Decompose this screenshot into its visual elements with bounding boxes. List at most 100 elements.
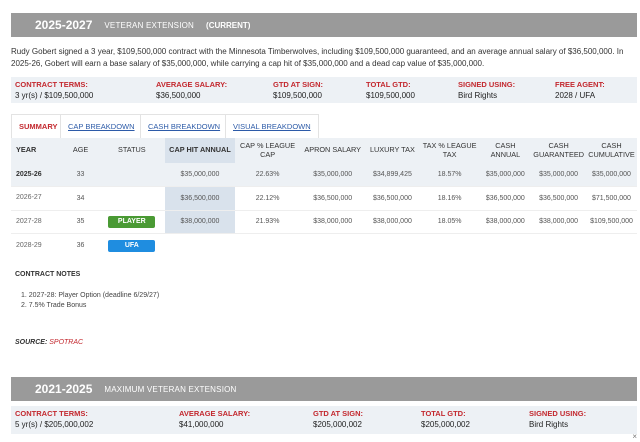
contract-years: 2021-2025 [35,382,93,396]
table-row: 2027-28 35 PLAYER $38,000,000 21.93% $38… [11,210,637,234]
contract-type: MAXIMUM VETERAN EXTENSION [104,384,237,394]
table-row: 2028-29 36 UFA [11,234,637,258]
term-label: GTD AT SIGN: [313,409,363,418]
contract-notes-title: CONTRACT NOTES [15,271,81,278]
contract-notes-list: 1. 2027-28: Player Option (deadline 6/29… [21,291,159,311]
cell-tax-pct: 18.57% [419,163,480,187]
col-header-apron: APRON SALARY [300,138,366,163]
source-link[interactable]: SPOTRAC [49,339,84,346]
term-label: TOTAL GTD: [366,80,411,89]
contract-header: 2025-2027 VETERAN EXTENSION (CURRENT) [11,13,637,37]
term-average-salary: AVERAGE SALARY: $36,500,000 [156,80,227,101]
term-contract: CONTRACT TERMS: 3 yr(s) / $109,500,000 [15,80,93,101]
cell-cash-annual: $35,000,000 [479,163,532,187]
col-header-cash-cumulative: CASH CUMULATIVE [585,138,637,163]
term-contract: CONTRACT TERMS: 5 yr(s) / $205,000,002 [15,409,93,430]
term-signed-using: SIGNED USING: Bird Rights [458,80,515,101]
cell-tax-pct: 18.05% [419,210,480,234]
cell-status [98,163,166,187]
cell-status: UFA [98,234,165,258]
term-value: 2028 / UFA [555,91,596,100]
cell-cash-gtd: $38,000,000 [531,210,586,234]
contract-description: Rudy Gobert signed a 3 year, $109,500,00… [11,47,624,68]
cell-year: 2027-28 [11,210,63,234]
cell-luxury-tax: $38,000,000 [365,210,420,234]
cell-status: PLAYER [98,210,166,234]
cell-cap-pct: 22.12% [234,186,301,211]
cell-apron: $38,000,000 [300,210,366,234]
contract-years: 2025-2027 [35,18,93,32]
term-signed-using: SIGNED USING: Bird Rights [529,409,586,430]
term-label: CONTRACT TERMS: [15,80,88,89]
contract-note: 1. 2027-28: Player Option (deadline 6/29… [21,292,160,299]
cell-cash-annual: $38,000,000 [479,210,532,234]
contract-note: 2. 7.5% Trade Bonus [21,302,87,309]
col-header-cap-hit: CAP HIT ANNUAL [165,138,235,163]
cell-cash-annual: $36,500,000 [479,186,532,211]
contract-status: (CURRENT) [206,20,251,30]
term-gtd-at-sign: GTD AT SIGN: $205,000,002 [313,409,363,430]
col-header-age: AGE [62,138,99,163]
cell-cash-gtd: $36,500,000 [531,186,586,211]
contract-type: VETERAN EXTENSION [104,20,195,30]
cell-luxury-tax: $36,500,000 [365,186,420,211]
term-value: 5 yr(s) / $205,000,002 [15,420,94,429]
term-value: $41,000,000 [179,420,224,429]
cell-cap-hit: $38,000,000 [165,210,235,234]
col-header-cash-gtd: CASH GUARANTEED [531,138,586,163]
tab-visual-breakdown[interactable]: VISUAL BREAKDOWN [225,114,319,138]
contract-terms: CONTRACT TERMS: 5 yr(s) / $205,000,002 A… [11,406,637,434]
cell-cash-gtd: $35,000,000 [531,163,586,187]
term-free-agent: FREE AGENT: 2028 / UFA [555,80,605,101]
term-label: TOTAL GTD: [421,409,466,418]
col-header-luxury-tax: LUXURY TAX [365,138,420,163]
cell-apron: $36,500,000 [300,186,366,211]
term-label: AVERAGE SALARY: [156,80,228,89]
term-label: FREE AGENT: [555,80,605,89]
cell-cash-cumulative: $109,500,000 [585,210,637,234]
col-header-tax-pct: TAX % LEAGUE TAX [419,138,480,163]
cell-year: 2026-27 [11,186,63,211]
term-average-salary: AVERAGE SALARY: $41,000,000 [179,409,250,430]
term-label: CONTRACT TERMS: [15,409,88,418]
term-gtd-at-sign: GTD AT SIGN: $109,500,000 [273,80,323,101]
cell-cash-cumulative: $35,000,000 [585,163,637,187]
term-value: $36,500,000 [156,91,201,100]
breakdown-tabs: SUMMARY CAP BREAKDOWN CASH BREAKDOWN VIS… [11,114,637,138]
tab-cash-breakdown[interactable]: CASH BREAKDOWN [140,114,229,138]
cell-tax-pct: 18.16% [419,186,480,211]
contract-terms: CONTRACT TERMS: 3 yr(s) / $109,500,000 A… [11,77,637,103]
cell-cap-pct: 22.63% [234,163,301,187]
table-header-row: YEAR AGE STATUS CAP HIT ANNUAL CAP % LEA… [11,138,637,163]
term-value: $109,500,000 [273,91,322,100]
tab-summary[interactable]: SUMMARY [11,114,66,138]
term-label: SIGNED USING: [529,409,587,418]
ufa-badge[interactable]: UFA [108,239,156,252]
contract-header: 2021-2025 MAXIMUM VETERAN EXTENSION [11,377,637,401]
term-value: 3 yr(s) / $109,500,000 [15,91,94,100]
cell-luxury-tax: $34,899,425 [365,163,420,187]
table-row: 2026-27 34 $36,500,000 22.12% $36,500,00… [11,186,637,211]
table-row: 2025-26 33 $35,000,000 22.63% $35,000,00… [11,163,637,187]
tab-cap-breakdown[interactable]: CAP BREAKDOWN [60,114,143,138]
player-option-badge[interactable]: PLAYER [108,215,156,228]
col-header-year: YEAR [11,138,63,163]
term-label: AVERAGE SALARY: [179,409,251,418]
cell-age: 35 [62,210,99,234]
term-total-gtd: TOTAL GTD: $205,000,002 [421,409,470,430]
cell-apron: $35,000,000 [300,163,366,187]
empty-cells [165,234,637,258]
cell-age: 36 [76,242,85,249]
contract-table: YEAR AGE STATUS CAP HIT ANNUAL CAP % LEA… [11,138,637,257]
term-total-gtd: TOTAL GTD: $109,500,000 [366,80,415,101]
term-label: GTD AT SIGN: [273,80,323,89]
cell-year: 2028-29 [16,241,42,249]
term-value: $205,000,002 [421,420,470,429]
cell-age: 33 [62,163,99,187]
term-value: $205,000,002 [313,420,362,429]
cell-age: 34 [62,186,99,211]
term-label: SIGNED USING: [458,80,516,89]
close-icon[interactable]: × [632,432,637,441]
cell-cap-pct: 21.93% [234,210,301,234]
col-header-cap-pct: CAP % LEAGUE CAP [234,138,301,163]
